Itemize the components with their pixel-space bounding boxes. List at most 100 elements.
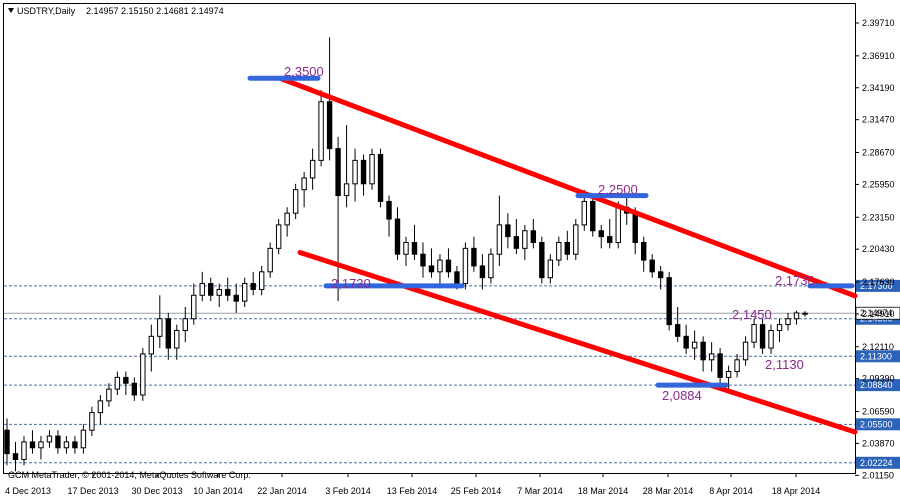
- candle-body: [666, 277, 672, 326]
- y-tick-label: 2.23150: [862, 212, 895, 222]
- y-tick-label: 2.01150: [862, 470, 894, 480]
- candle-body: [573, 224, 579, 255]
- header-symbol: USDTRY,Daily: [17, 6, 76, 16]
- candle-body: [785, 318, 791, 326]
- candle-body: [759, 324, 766, 349]
- candle-body: [776, 324, 783, 331]
- x-tick-label: 30 Dec 2013: [131, 486, 182, 496]
- candle-body: [505, 224, 511, 238]
- candle-body: [360, 159, 367, 185]
- x-tick-label: 13 Feb 2014: [387, 486, 438, 496]
- annotation-2-1450: 2,1450: [732, 307, 772, 322]
- annotation-2-1130: 2,1130: [765, 357, 804, 372]
- candle-body: [411, 241, 418, 255]
- candle-body: [182, 318, 188, 331]
- annotation-2-0884: 2,0884: [662, 388, 702, 403]
- candle-body: [691, 341, 698, 349]
- candle-body: [802, 312, 808, 315]
- candle-body: [4, 429, 10, 455]
- y-tick-label: 2.34190: [862, 83, 895, 93]
- trend-channel: [277, 75, 858, 435]
- candle-body: [590, 200, 596, 232]
- copyright-text: GCM MetaTrader, © 2001-2014, MetaQuotes …: [8, 470, 251, 480]
- candle-body: [267, 247, 273, 273]
- candle-body: [250, 283, 256, 290]
- candle-body: [29, 441, 36, 449]
- y-tick-label: 2.31470: [862, 115, 895, 125]
- candle-body: [564, 241, 570, 255]
- y-tick-label: 2.25950: [862, 179, 895, 189]
- candle-body: [191, 294, 197, 320]
- candle-body: [326, 101, 333, 150]
- candle-body: [479, 265, 486, 279]
- candle-body: [208, 283, 214, 296]
- candle-body: [488, 253, 494, 279]
- price-axis: 2.173002.145002.113002.088402.055002.022…: [855, 18, 900, 480]
- y-tick-label: 2.14910: [862, 309, 895, 319]
- plot-frame: [3, 3, 856, 474]
- header: USDTRY,Daily 2.14957 2.15150 2.14681 2.1…: [8, 6, 224, 16]
- candle-body: [140, 353, 146, 396]
- candle-body: [377, 154, 384, 202]
- x-tick-label: 8 Apr 2014: [709, 486, 753, 496]
- candle-body: [318, 101, 324, 161]
- candle-body: [131, 382, 138, 396]
- candle-body: [394, 218, 401, 255]
- candle-body: [335, 148, 341, 197]
- candle-body: [309, 159, 316, 179]
- annotation-2-3500: 2,3500: [284, 64, 324, 79]
- level-price-label: 2.08840: [860, 380, 893, 390]
- candle-body: [632, 212, 638, 243]
- level-price-label: 2.11300: [860, 351, 892, 361]
- candle-body: [454, 271, 460, 285]
- candle-body: [768, 329, 774, 349]
- candle-body: [148, 335, 155, 355]
- x-tick-label: 17 Dec 2013: [67, 486, 118, 496]
- candle-body: [598, 230, 604, 238]
- candle-body: [403, 241, 409, 255]
- candle-body: [106, 388, 112, 402]
- annotations: 2,3500 2,2500 2,1730 2,1730 2,1450 2,113…: [284, 64, 815, 403]
- candle-body: [581, 200, 587, 226]
- candle-body: [462, 247, 469, 285]
- candle-body: [258, 271, 265, 290]
- candle-body: [12, 453, 19, 461]
- candle-body: [46, 435, 53, 443]
- time-axis: 4 Dec 2013 17 Dec 2013 30 Dec 2013 10 Jan 2…: [5, 473, 820, 496]
- annotation-2-1730-left: 2,1730: [331, 276, 371, 291]
- y-tick-label: 2.12110: [862, 342, 894, 352]
- level-price-tag: [856, 350, 900, 363]
- level-price-label: 2.05500: [860, 419, 893, 429]
- y-tick-label: 2.20430: [862, 244, 895, 254]
- candle-body: [89, 412, 95, 431]
- candle-body: [742, 341, 749, 361]
- candle-body: [725, 371, 732, 378]
- candle-body: [615, 206, 621, 243]
- candle-body: [157, 318, 163, 337]
- candle-body: [114, 376, 121, 390]
- y-tick-label: 2.28670: [862, 148, 895, 158]
- candle-body: [97, 400, 104, 414]
- candle-body: [55, 435, 61, 449]
- candle-body: [428, 265, 435, 273]
- level-price-tag: [856, 279, 900, 292]
- level-price-tag: [856, 418, 900, 431]
- x-tick-label: 7 Mar 2014: [517, 486, 563, 496]
- level-price-tag: [856, 456, 900, 469]
- candle-body: [21, 441, 27, 461]
- candle-body: [751, 324, 757, 343]
- annotation-2-1730-right: 2,1730: [775, 273, 815, 288]
- candles: [4, 37, 808, 472]
- candle-body: [471, 247, 477, 267]
- candle-body: [292, 189, 299, 214]
- channel-lower-line: [297, 249, 858, 435]
- candle-body: [352, 159, 358, 185]
- x-tick-label: 25 Feb 2014: [451, 486, 502, 496]
- annotation-2-2500: 2,2500: [598, 182, 638, 197]
- candle-body: [242, 283, 248, 302]
- x-tick-label: 18 Apr 2014: [772, 486, 821, 496]
- candle-body: [275, 224, 282, 249]
- current-price-tag: [855, 306, 900, 320]
- candle-body: [641, 241, 647, 261]
